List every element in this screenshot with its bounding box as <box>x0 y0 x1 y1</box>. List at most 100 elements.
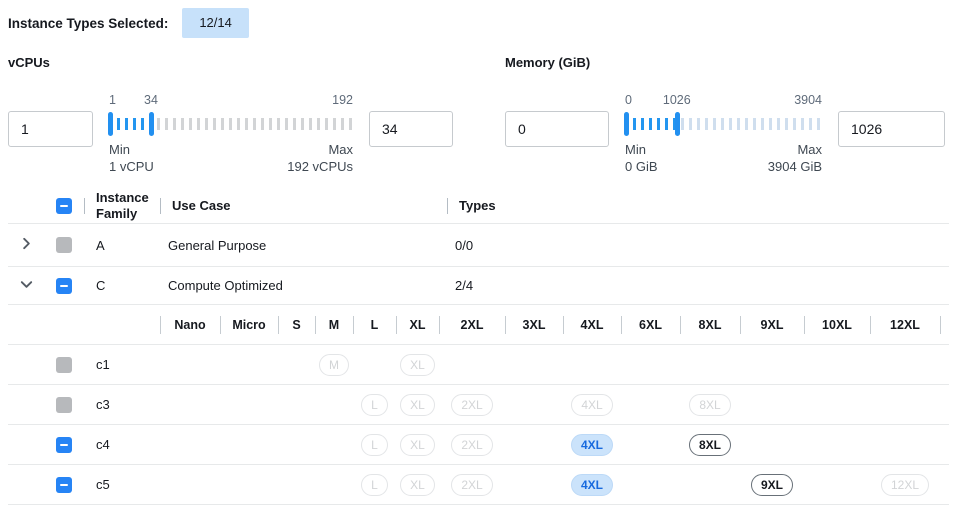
memory-max-label: Max <box>797 142 822 157</box>
c4-m-cell <box>315 425 353 464</box>
instance-family-table: Instance Family Use Case Types A General… <box>8 188 949 505</box>
row-c4-name: c4 <box>96 437 110 452</box>
c1-6xl-cell <box>621 345 680 384</box>
c3-m-cell <box>315 385 353 424</box>
size-col-nano: Nano <box>160 305 220 344</box>
family-row-a: A General Purpose 0/0 <box>8 224 949 267</box>
vcpus-min-label-block: Min 1 vCPU <box>109 141 154 175</box>
vcpus-max-input[interactable] <box>369 111 453 147</box>
c4-2xl-cell: 2XL <box>439 425 505 464</box>
c3-8xl-chip: 8XL <box>689 393 731 416</box>
memory-min-label-block: Min 0 GiB <box>625 141 658 175</box>
c5-3xl-cell <box>505 465 563 504</box>
selected-count-badge: 12/14 <box>182 8 249 38</box>
c5-9xl-chip[interactable]: 9XL <box>750 473 793 496</box>
collapse-row-c-button[interactable] <box>8 267 44 304</box>
c1-l-cell <box>353 345 396 384</box>
row-c4-checkbox[interactable] <box>56 436 72 453</box>
memory-slider-track[interactable] <box>624 112 822 136</box>
c3-6xl-cell <box>621 385 680 424</box>
c4-8xl-chip[interactable]: 8XL <box>688 433 731 456</box>
c1-xl-cell: XL <box>396 345 439 384</box>
row-c5-checkbox[interactable] <box>56 476 72 493</box>
c1-10xl-cell <box>804 345 870 384</box>
memory-max-label-block: Max 3904 GiB <box>768 141 822 175</box>
table-header-row: Instance Family Use Case Types <box>8 188 949 224</box>
size-header-row: Nano Micro S M L XL 2XL 3XL 4XL 6XL 8XL … <box>8 305 949 345</box>
vcpus-slider-handle-min[interactable] <box>108 112 113 136</box>
vcpus-controls: 1 34 192 Min 1 vCPU Max <box>8 93 505 175</box>
c4-nano-cell <box>160 425 220 464</box>
c4-4xl-cell: 4XL <box>563 425 621 464</box>
memory-max-input[interactable] <box>838 111 945 147</box>
size-col-12xl: 12XL <box>870 305 940 344</box>
size-col-9xl: 9XL <box>740 305 804 344</box>
vcpus-scale-current: 34 <box>144 93 158 107</box>
c1-m-cell: M <box>315 345 353 384</box>
vcpus-max-label: Max <box>328 142 353 157</box>
vcpus-min-sub: 1 vCPU <box>109 159 154 174</box>
c1-2xl-cell <box>439 345 505 384</box>
row-c3-checkbox <box>56 396 72 413</box>
memory-slider-handle-min[interactable] <box>624 112 629 136</box>
c3-nano-cell <box>160 385 220 424</box>
c5-xl-chip: XL <box>400 473 435 496</box>
row-a-checkbox <box>56 237 72 253</box>
c3-2xl-chip: 2XL <box>451 393 493 416</box>
size-col-s: S <box>278 305 315 344</box>
c3-8xl-cell: 8XL <box>680 385 740 424</box>
c1-12xl-cell <box>870 345 940 384</box>
column-header-instance-family: Instance Family <box>84 190 160 222</box>
c5-4xl-chip[interactable]: 4XL <box>570 473 613 496</box>
size-col-2xl: 2XL <box>439 305 505 344</box>
expand-row-a-button[interactable] <box>8 224 44 266</box>
c5-12xl-chip: 12XL <box>880 473 930 496</box>
instance-row-c4: c4 L XL 2XL 4XL 8XL <box>8 425 949 465</box>
instance-row-c5: c5 L XL 2XL 4XL 9XL 12XL <box>8 465 949 505</box>
row-c-checkbox-cell <box>44 277 84 294</box>
c4-4xl-chip[interactable]: 4XL <box>570 433 613 456</box>
vcpus-slider-track[interactable] <box>108 112 353 136</box>
memory-min-input[interactable] <box>505 111 609 147</box>
c4-6xl-cell <box>621 425 680 464</box>
family-row-c: C Compute Optimized 2/4 <box>8 267 949 305</box>
memory-filter: Memory (GiB) 0 1026 3904 Min <box>505 55 945 175</box>
c3-10xl-cell <box>804 385 870 424</box>
c3-xl-cell: XL <box>396 385 439 424</box>
c3-xl-chip: XL <box>400 393 435 416</box>
row-c-checkbox[interactable] <box>56 277 72 294</box>
c3-s-cell <box>278 385 315 424</box>
c4-3xl-cell <box>505 425 563 464</box>
c1-xl-chip: XL <box>400 353 435 376</box>
vcpus-ticks-inactive <box>109 118 353 130</box>
c4-l-cell: L <box>353 425 396 464</box>
vcpus-min-input[interactable] <box>8 111 93 147</box>
size-col-m: M <box>315 305 353 344</box>
vcpus-scale-start: 1 <box>109 93 116 107</box>
vcpus-filter: vCPUs 1 34 192 Min 1 vCPU <box>8 55 505 175</box>
instance-row-c3: c3 L XL 2XL 4XL 8XL <box>8 385 949 425</box>
c3-l-cell: L <box>353 385 396 424</box>
row-c5-checkbox-cell <box>44 476 84 493</box>
vcpus-minmax: Min 1 vCPU Max 192 vCPUs <box>109 141 353 175</box>
row-c1-name: c1 <box>96 357 110 372</box>
memory-slider-handle-max[interactable] <box>674 112 680 136</box>
c5-xl-cell: XL <box>396 465 439 504</box>
memory-minmax: Min 0 GiB Max 3904 GiB <box>625 141 822 175</box>
c5-2xl-cell: 2XL <box>439 465 505 504</box>
memory-min-sub: 0 GiB <box>625 159 658 174</box>
row-c-family: C <box>96 278 106 293</box>
memory-scale-end: 3904 <box>794 93 822 107</box>
size-col-l: L <box>353 305 396 344</box>
vcpus-slider-handle-max[interactable] <box>148 112 154 136</box>
c4-2xl-chip: 2XL <box>451 433 493 456</box>
row-c-use-case: Compute Optimized <box>168 278 283 293</box>
c1-micro-cell <box>220 345 278 384</box>
c3-4xl-chip: 4XL <box>571 393 613 416</box>
c4-8xl-cell: 8XL <box>680 425 740 464</box>
c1-9xl-cell <box>740 345 804 384</box>
select-all-checkbox[interactable] <box>56 197 72 214</box>
size-header-tail-divider <box>940 305 949 344</box>
row-c4-checkbox-cell <box>44 436 84 453</box>
instance-row-c1: c1 M XL <box>8 345 949 385</box>
